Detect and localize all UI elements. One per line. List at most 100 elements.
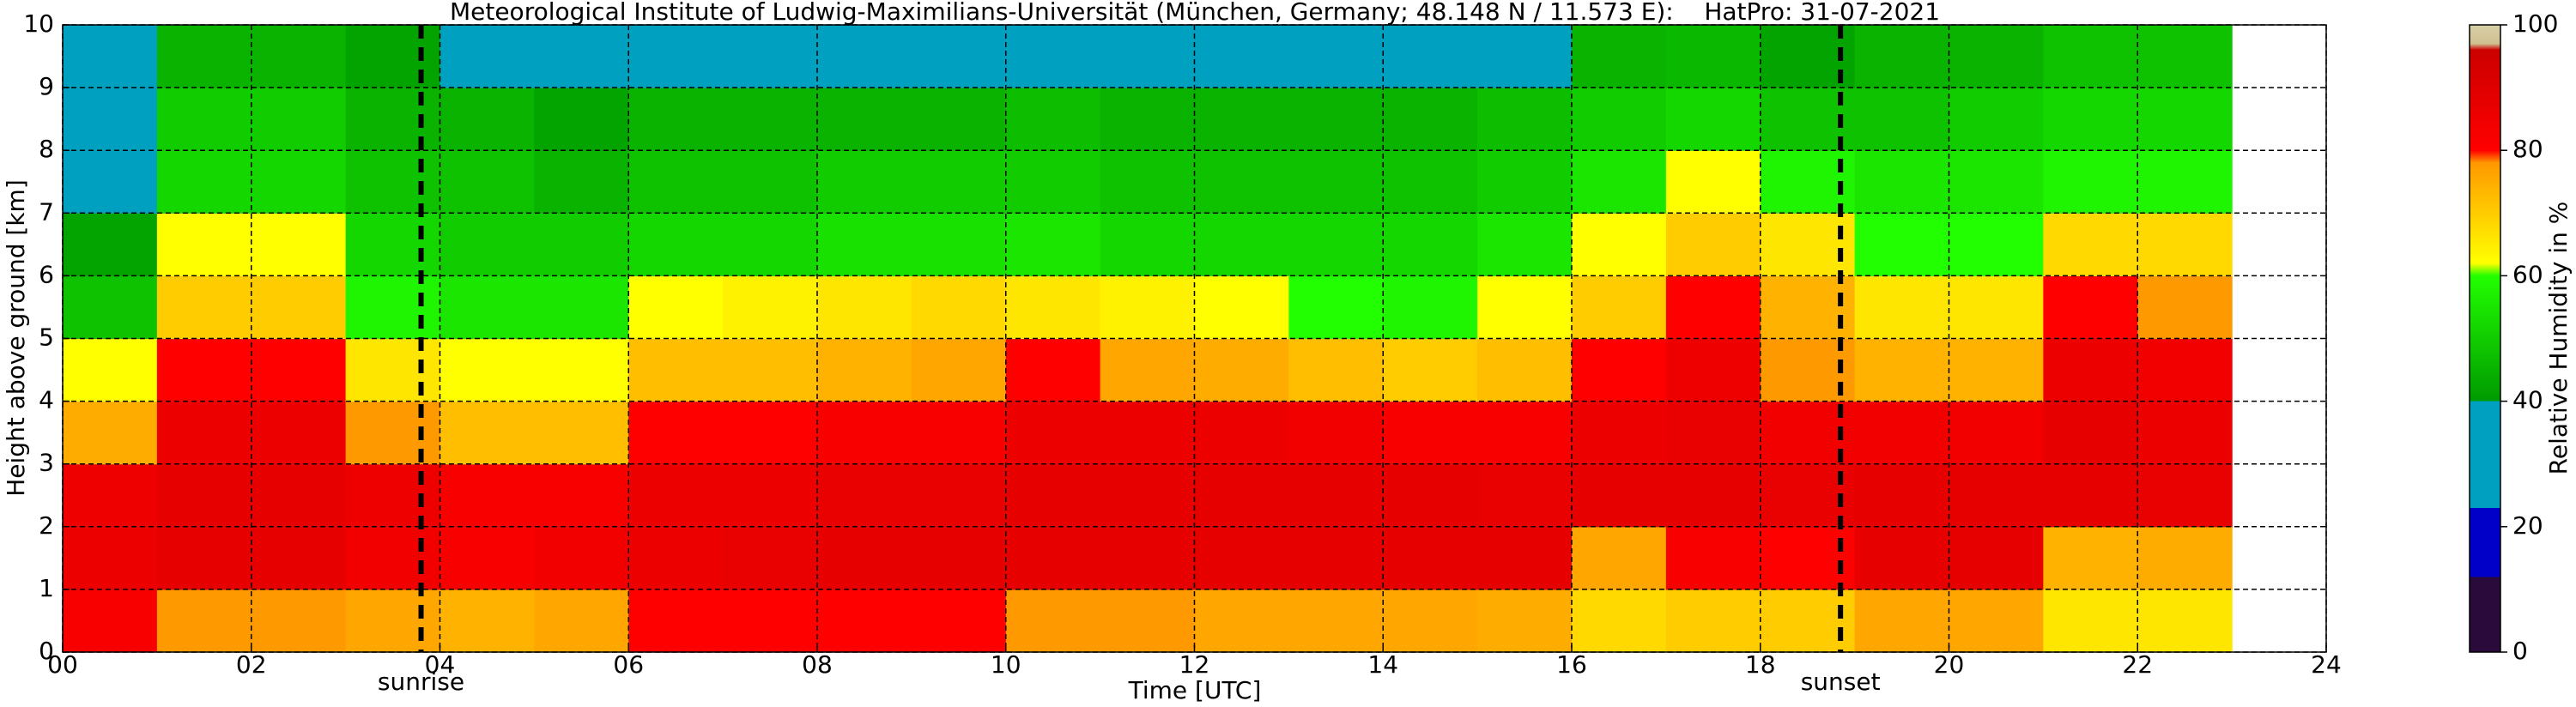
heatmap-cell [1100,526,1196,590]
heatmap-cell [439,150,535,214]
heatmap-cell [1854,88,1950,151]
heatmap-cell [817,275,912,340]
heatmap-cell [156,338,252,402]
heatmap-cell [2137,463,2233,528]
colorbar-tick-label: 100 [2512,9,2558,38]
heatmap-cell [1005,150,1101,214]
y-tick-label: 5 [39,323,54,352]
heatmap-cell [1572,401,1667,465]
heatmap-cell [534,463,629,528]
heatmap-cell [1383,150,1478,214]
colorbar-tick-label: 60 [2512,260,2543,288]
heatmap-cell [1194,526,1289,590]
heatmap-cell [1005,526,1101,590]
heatmap-cell [1383,338,1478,402]
heatmap-cell [1100,88,1196,151]
heatmap-cell [156,25,252,88]
heatmap-cell [2043,463,2138,528]
x-tick-label: 16 [1556,650,1587,679]
heatmap-cell [1100,213,1196,276]
y-tick-label: 7 [39,197,54,226]
heatmap-cell [439,463,535,528]
heatmap-cell [1665,463,1761,528]
heatmap-cell [63,25,158,88]
heatmap-cell [628,275,724,340]
heatmap-cell [1194,88,1289,151]
heatmap-cell [1383,589,1478,653]
heatmap-cell [628,338,724,402]
heatmap-cell [63,150,158,214]
heatmap-cell [1100,275,1196,340]
colorbar-tick-label: 80 [2512,135,2543,163]
heatmap-cell [1854,338,1950,402]
heatmap-cell [63,401,158,465]
heatmap-cell [1665,25,1761,88]
heatmap-cell [345,589,441,653]
y-tick-label: 8 [39,135,54,163]
heatmap-cell [817,338,912,402]
heatmap-cell [439,401,535,465]
heatmap-cell [1383,213,1478,276]
heatmap-cell [1288,463,1384,528]
heatmap-cell [1854,463,1950,528]
annotation-label: sunset [1801,668,1881,696]
heatmap-cell [1572,25,1667,88]
heatmap-cell [1288,526,1384,590]
heatmap-cell [817,401,912,465]
heatmap-cell [817,88,912,151]
heatmap-cell [1854,150,1950,214]
heatmap-cell [1288,401,1384,465]
colorbar [2469,24,2501,653]
heatmap-cell [1665,526,1761,590]
x-tick-label: 06 [613,650,644,679]
heatmap-cell [1665,338,1761,402]
heatmap-cell [1288,213,1384,276]
heatmap-cell [2137,338,2233,402]
heatmap-cell [534,526,629,590]
heatmap-cell [1854,275,1950,340]
heatmap-cell [2043,338,2138,402]
heatmap-cell [1194,25,1289,88]
heatmap-cell [1665,213,1761,276]
heatmap-cell [439,589,535,653]
heatmap-cell [439,213,535,276]
y-tick-label: 4 [39,386,54,414]
heatmap-cell [628,213,724,276]
x-tick-label: 12 [1179,650,1210,679]
heatmap-cell [1477,338,1573,402]
heatmap-cell [911,150,1007,214]
heatmap-cell [439,25,535,88]
heatmap-cell [1100,150,1196,214]
y-tick-label: 2 [39,511,54,540]
heatmap-cell [1477,401,1573,465]
heatmap-cell [1005,25,1101,88]
heatmap-cell [1288,338,1384,402]
heatmap-cell [251,526,347,590]
heatmap-cell [911,338,1007,402]
heatmap-cell [156,589,252,653]
heatmap-cell [723,25,818,88]
heatmap-cell [628,589,724,653]
heatmap-cell [1760,589,1856,653]
heatmap-cell [1477,25,1573,88]
heatmap-cell [1949,338,2044,402]
heatmap-cell [1194,150,1289,214]
heatmap-cell [1665,275,1761,340]
heatmap-cell [1194,401,1289,465]
heatmap-cell [1854,589,1950,653]
heatmap-cell [156,275,252,340]
heatmap-cell [1477,526,1573,590]
heatmap-cell [911,25,1007,88]
heatmap-cell [534,275,629,340]
heatmap-cell [1665,150,1761,214]
heatmap-cell [2137,25,2233,88]
y-axis-label: Height above ground [km] [2,179,30,497]
heatmap-cell [63,213,158,276]
heatmap-cell [534,213,629,276]
heatmap-cell [1477,463,1573,528]
heatmap-cell [723,463,818,528]
heatmap-cell [439,88,535,151]
x-axis-label: Time [UTC] [1128,676,1262,704]
